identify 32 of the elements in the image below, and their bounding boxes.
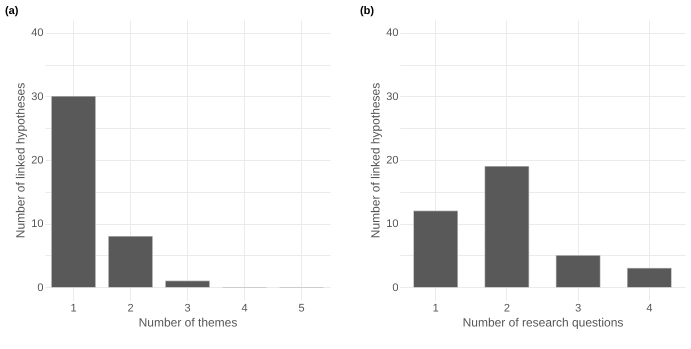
y-tick-label: 20 xyxy=(31,154,44,166)
y-tick-label: 40 xyxy=(386,27,398,40)
y-tick-label: 40 xyxy=(31,27,44,40)
x-tick-label: 4 xyxy=(241,302,248,314)
y-tick-label: 0 xyxy=(37,282,44,294)
bar xyxy=(413,210,458,288)
bar xyxy=(108,236,153,288)
y-tick-label: 10 xyxy=(386,218,398,230)
y-tick-label: 30 xyxy=(31,90,44,103)
chart-title: (a) xyxy=(5,5,19,17)
x-tick-label: 2 xyxy=(504,302,510,314)
y-tick-label: 10 xyxy=(31,218,44,230)
y-tick-label: 30 xyxy=(386,90,398,103)
bar xyxy=(484,166,530,288)
x-tick-label: 3 xyxy=(184,302,191,314)
bar xyxy=(627,268,672,288)
y-tick-label: 20 xyxy=(386,154,398,166)
x-tick-label: 1 xyxy=(432,302,439,314)
x-tick-label: 5 xyxy=(298,302,305,314)
x-tick-label: 2 xyxy=(127,302,134,314)
x-tick-label: 1 xyxy=(70,302,77,314)
bar xyxy=(51,96,96,288)
bar xyxy=(556,255,600,288)
x-axis-title: Number of research questions xyxy=(462,316,624,330)
x-axis-title: Number of themes xyxy=(138,316,238,330)
y-axis-title: Number of linked hypotheses xyxy=(368,82,382,238)
bar xyxy=(165,280,210,288)
y-tick-label: 0 xyxy=(392,282,398,294)
x-tick-label: 4 xyxy=(646,302,652,314)
x-tick-label: 3 xyxy=(575,302,582,314)
y-axis-title: Number of linked hypotheses xyxy=(13,82,28,238)
chart-title: (b) xyxy=(360,5,374,17)
